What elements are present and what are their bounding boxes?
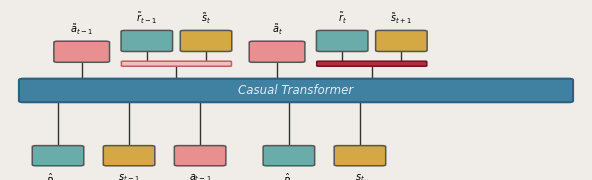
- FancyBboxPatch shape: [316, 30, 368, 51]
- Text: $\tilde{a}_{t}$: $\tilde{a}_{t}$: [272, 22, 282, 37]
- Text: $s_{t}$: $s_{t}$: [355, 172, 365, 180]
- Text: $a_{t-1}$: $a_{t-1}$: [189, 172, 211, 180]
- FancyBboxPatch shape: [263, 146, 315, 166]
- FancyBboxPatch shape: [121, 30, 173, 51]
- Text: $\tilde{s}_{t}$: $\tilde{s}_{t}$: [201, 11, 211, 26]
- FancyBboxPatch shape: [175, 146, 226, 166]
- FancyBboxPatch shape: [54, 41, 110, 62]
- Text: $\hat{R}_{t}$: $\hat{R}_{t}$: [283, 172, 295, 180]
- Text: $\tilde{a}_{t-1}$: $\tilde{a}_{t-1}$: [70, 22, 93, 37]
- FancyBboxPatch shape: [19, 79, 573, 102]
- Text: $\tilde{s}_{t+1}$: $\tilde{s}_{t+1}$: [391, 11, 412, 26]
- Text: $\tilde{r}_{t-1}$: $\tilde{r}_{t-1}$: [136, 10, 157, 26]
- FancyBboxPatch shape: [249, 41, 305, 62]
- FancyBboxPatch shape: [181, 30, 231, 51]
- FancyBboxPatch shape: [121, 61, 231, 66]
- FancyBboxPatch shape: [317, 61, 427, 66]
- Text: $s_{t-1}$: $s_{t-1}$: [118, 172, 140, 180]
- FancyBboxPatch shape: [33, 146, 84, 166]
- Text: Casual Transformer: Casual Transformer: [239, 84, 353, 97]
- Text: $\hat{R}_{t-1}$: $\hat{R}_{t-1}$: [46, 172, 70, 180]
- Text: $\tilde{r}_{t}$: $\tilde{r}_{t}$: [337, 10, 347, 26]
- FancyBboxPatch shape: [103, 146, 155, 166]
- FancyBboxPatch shape: [334, 146, 386, 166]
- FancyBboxPatch shape: [376, 30, 427, 51]
